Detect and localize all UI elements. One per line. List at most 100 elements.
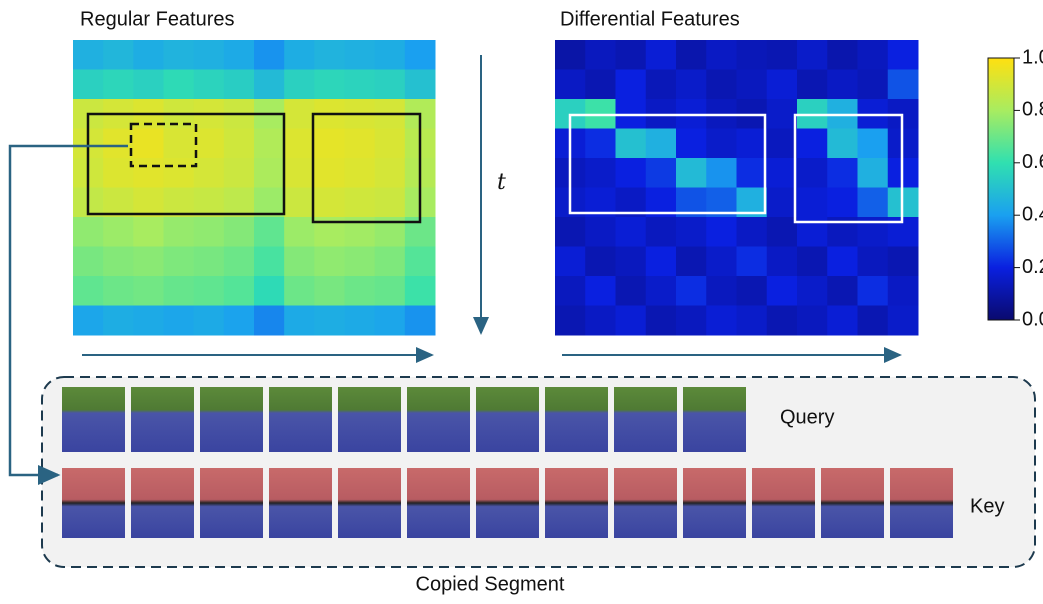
- heatmap-cell: [405, 276, 436, 306]
- heatmap-cell: [194, 158, 225, 188]
- heatmap-cell: [375, 40, 406, 70]
- axis-label: t: [497, 170, 506, 195]
- heatmap-cell: [646, 40, 677, 70]
- heatmap-cell: [585, 158, 616, 188]
- heatmap-cell: [164, 129, 195, 159]
- heatmap-cell: [797, 70, 828, 100]
- heatmap-cell: [827, 40, 858, 70]
- heatmap-cell: [405, 40, 436, 70]
- heatmap-cell: [767, 40, 798, 70]
- heatmap-cell: [345, 129, 376, 159]
- colorbar-tick-label: 0.2: [1022, 256, 1043, 278]
- heatmap-cell: [767, 247, 798, 277]
- heatmap-cell: [797, 306, 828, 336]
- heatmap-cell: [224, 129, 255, 159]
- heatmap-cell: [194, 217, 225, 247]
- heatmap-cell: [405, 70, 436, 100]
- video-frame: [338, 468, 401, 538]
- heatmap-cell: [254, 129, 285, 159]
- heatmap-cell: [314, 188, 345, 218]
- heatmap-cell: [646, 217, 677, 247]
- heatmap-cell: [585, 276, 616, 306]
- heatmap-cell: [103, 247, 134, 277]
- heatmap-cell: [314, 276, 345, 306]
- heatmap-cell: [284, 306, 315, 336]
- heatmap-cell: [797, 247, 828, 277]
- video-frame: [683, 468, 746, 538]
- heatmap-cell: [767, 129, 798, 159]
- heatmap-cell: [133, 217, 164, 247]
- heatmap-cell: [254, 247, 285, 277]
- heatmap-cell: [345, 276, 376, 306]
- heatmap-cell: [284, 188, 315, 218]
- video-frame: [683, 387, 746, 452]
- heatmap-cell: [164, 306, 195, 336]
- heatmap-cell: [767, 217, 798, 247]
- heatmap-cell: [585, 306, 616, 336]
- video-frame: [476, 387, 539, 452]
- heatmap-cell: [858, 276, 889, 306]
- heatmap-cell: [254, 70, 285, 100]
- video-frame: [614, 387, 677, 452]
- heatmap-cell: [254, 217, 285, 247]
- video-frame: [338, 387, 401, 452]
- heatmap-cell: [194, 247, 225, 277]
- heatmap-cell: [555, 217, 586, 247]
- heatmap-cell: [375, 188, 406, 218]
- heatmap-cell: [194, 306, 225, 336]
- heatmap-cell: [737, 129, 768, 159]
- heatmap-cell: [676, 129, 707, 159]
- heatmap-cell: [585, 217, 616, 247]
- heatmap-cell: [284, 99, 315, 129]
- heatmap-cell: [375, 247, 406, 277]
- heatmap-cell: [284, 40, 315, 70]
- heatmap-cell: [706, 217, 737, 247]
- heatmap-cell: [797, 129, 828, 159]
- video-frame: [200, 387, 263, 452]
- heatmap-cell: [616, 247, 647, 277]
- heatmap-cell: [284, 217, 315, 247]
- heatmap-cell: [284, 276, 315, 306]
- heatmap-cell: [254, 40, 285, 70]
- video-frame: [269, 387, 332, 452]
- heatmap-cell: [73, 40, 104, 70]
- heatmap-cell: [797, 188, 828, 218]
- heatmap-cell: [706, 129, 737, 159]
- colorbar-tick-label: 0.8: [1022, 99, 1043, 121]
- heatmap-cell: [224, 306, 255, 336]
- heatmap-cell: [858, 247, 889, 277]
- heatmap-cell: [706, 158, 737, 188]
- heatmap-cell: [555, 70, 586, 100]
- heatmap-cell: [646, 276, 677, 306]
- heatmap-cell: [345, 188, 376, 218]
- video-frame: [407, 468, 470, 538]
- heatmap-cell: [767, 158, 798, 188]
- heatmap-cell: [224, 158, 255, 188]
- heatmap-cell: [706, 276, 737, 306]
- heatmap-cell: [646, 70, 677, 100]
- heatmap-cell: [737, 158, 768, 188]
- heatmap-cell: [405, 247, 436, 277]
- heatmap-cell: [858, 188, 889, 218]
- heatmap-cell: [858, 129, 889, 159]
- heatmap-cell: [797, 158, 828, 188]
- heatmap-cell: [284, 247, 315, 277]
- colorbar: [988, 58, 1014, 320]
- heatmap-cell: [164, 40, 195, 70]
- heatmap-cell: [585, 40, 616, 70]
- heatmap-cell: [314, 158, 345, 188]
- heatmap-cell: [224, 217, 255, 247]
- heatmap-cell: [164, 217, 195, 247]
- heatmap-cell: [133, 247, 164, 277]
- heatmap-cell: [616, 276, 647, 306]
- heatmap-cell: [737, 247, 768, 277]
- heatmap-cell: [585, 247, 616, 277]
- heatmap-cell: [194, 70, 225, 100]
- heatmap-cell: [133, 158, 164, 188]
- video-frame: [131, 387, 194, 452]
- row-label: Key: [970, 495, 1004, 517]
- video-frame: [407, 387, 470, 452]
- heatmap-cell: [646, 158, 677, 188]
- heatmap-cell: [254, 306, 285, 336]
- colorbar-tick-label: 0.6: [1022, 151, 1043, 173]
